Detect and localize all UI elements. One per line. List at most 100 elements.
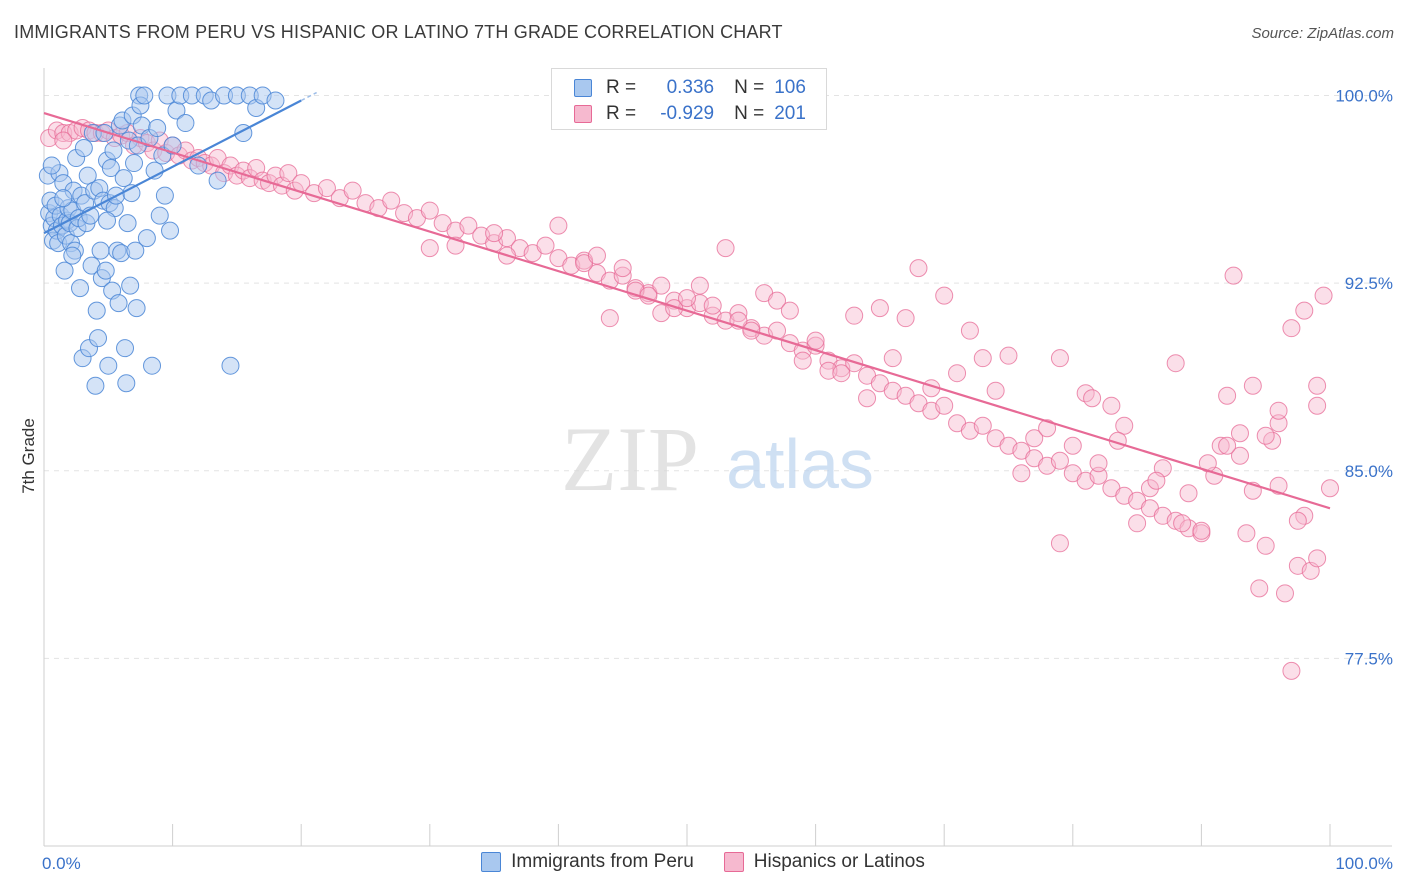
hispanics-point [1083,389,1102,408]
hispanics-point [768,291,787,310]
hispanics-point [703,296,722,315]
hispanics-point [1140,479,1159,498]
peru-point [208,171,227,190]
axes [43,68,1392,847]
peru-point [125,154,144,173]
peru-point [116,339,135,358]
peru-point [114,169,133,188]
peru-point [86,376,105,395]
hispanics-point [1256,536,1275,555]
x-tick-labels: 0.0% 100.0% [42,854,1393,873]
legend-row-peru: R = 0.336 N = 106 [574,77,806,99]
hispanics-point [935,286,954,305]
hispanics-point [459,216,478,235]
trendlines [43,91,1331,510]
series-hispanics-points [40,119,1339,680]
hispanics-point [1102,396,1121,415]
peru-point [109,294,128,313]
hispanics-point [1288,511,1307,530]
r-value: 0.336 [666,77,715,98]
hispanics-point [1115,416,1134,435]
hispanics-point [536,236,555,255]
hispanics-point [1050,349,1069,368]
hispanics-point [1269,414,1288,433]
peru-point [155,186,174,205]
peru-point [87,301,106,320]
hispanics-point [343,181,362,200]
peru-point [42,156,61,175]
hispanics-point [806,331,825,350]
n-label: N = [734,103,765,124]
hispanics-point [716,239,735,258]
hispanics-point [1173,514,1192,533]
hispanics-point [1224,266,1243,285]
watermark-atlas: atlas [726,425,874,503]
n-value: 106 [774,77,806,98]
hispanics-point [960,321,979,340]
hispanics-point [780,301,799,320]
chart-title: IMMIGRANTS FROM PERU VS HISPANIC OR LATI… [14,22,783,42]
hispanics-point [1012,464,1031,483]
legend-row-hispanics: R = -0.929 N = 201 [574,103,806,125]
x-tick-label: 0.0% [42,854,81,873]
n-label: N = [734,77,765,98]
y-tick-label: 100.0% [1335,87,1393,106]
hispanics-point [665,299,684,318]
hispanics-point [1063,436,1082,455]
hispanics-point [1147,471,1166,490]
peru-point [91,241,110,260]
hispanics-point [549,216,568,235]
y-tick-label: 92.5% [1345,274,1393,293]
hispanics-point [382,191,401,210]
x-tick-label: 100.0% [1335,854,1393,873]
hispanics-point [1128,514,1147,533]
peru-point [126,241,145,260]
y-tick-labels: 100.0% 92.5% 85.0% 77.5% [1335,87,1393,669]
peru-point [98,211,117,230]
hispanics-point [613,259,632,278]
peru-point [266,91,285,110]
peru-point [104,141,123,160]
peru-point [95,124,114,143]
y-axis-title: 7th Grade [19,418,38,494]
peru-point [135,86,154,105]
hispanics-point [1243,376,1262,395]
hispanics-point [690,276,709,295]
hispanics-point [420,239,439,258]
hispanics-point [279,164,298,183]
hispanics-point [1211,436,1230,455]
hispanics-point [1256,426,1275,445]
peru-point [221,356,240,375]
hispanics-point [54,131,73,150]
hispanics-point [587,246,606,265]
legend-item-hispanics[interactable]: Hispanics or Latinos [723,851,925,873]
peru-point [118,214,137,233]
hispanics-point [832,364,851,383]
hispanics-point [1314,286,1333,305]
correlation-legend: R = 0.336 N = 106 R = -0.929 N = 201 [551,68,827,130]
hispanics-swatch [574,105,592,123]
peru-point [143,356,162,375]
hispanics-point [1321,479,1339,498]
hispanics-legend-label: Hispanics or Latinos [753,851,925,872]
hispanics-point [1269,401,1288,420]
hispanics-point [1050,534,1069,553]
source-label: Source: ZipAtlas.com [1251,25,1394,42]
peru-point [127,299,146,318]
peru-legend-label: Immigrants from Peru [511,851,694,872]
hispanics-point [1230,446,1249,465]
hispanics-point [1250,579,1269,598]
peru-point [55,261,74,280]
hispanics-point [793,351,812,370]
series-legend: Immigrants from Peru Hispanics or Latino… [0,851,1406,873]
hispanics-point [935,396,954,415]
legend-item-peru[interactable]: Immigrants from Peru [481,851,694,873]
peru-point [71,279,90,298]
hispanics-point [613,266,632,285]
n-value: 201 [774,103,806,124]
hispanics-point [973,349,992,368]
y-tick-label: 85.0% [1345,462,1393,481]
hispanics-point [485,224,504,243]
hispanics-point [678,289,696,308]
